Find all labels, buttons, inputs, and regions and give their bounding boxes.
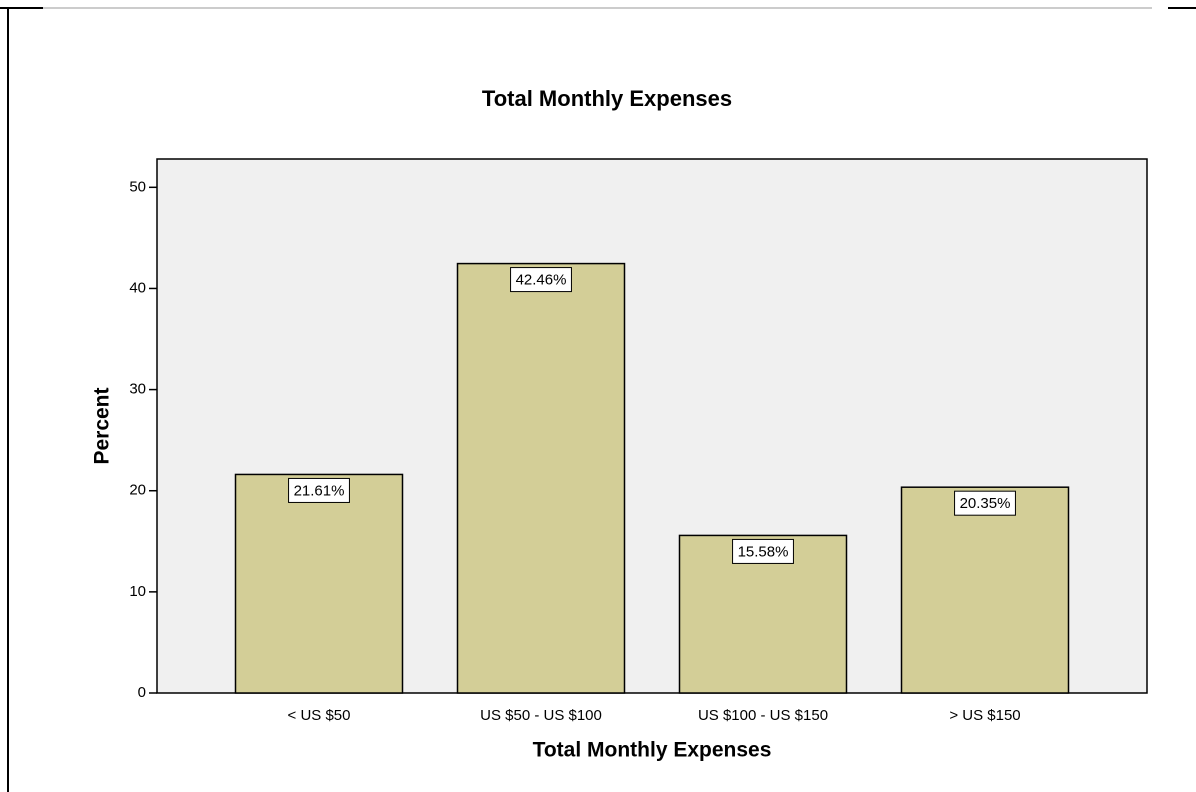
value-label-box	[510, 267, 572, 293]
x-axis-title: Total Monthly Expenses	[533, 739, 772, 762]
x-tick-label: < US $50	[288, 707, 351, 724]
value-label: 15.58%	[738, 543, 789, 560]
y-tick-label: 20	[129, 482, 146, 499]
value-label: 21.61%	[294, 482, 345, 499]
x-tick-label: > US $150	[949, 707, 1020, 724]
value-label: 20.35%	[960, 495, 1011, 512]
value-label-box	[954, 490, 1016, 516]
x-tick-label: US $100 - US $150	[698, 707, 828, 724]
value-label-box	[288, 477, 350, 503]
y-tick-label: 40	[129, 279, 146, 296]
bar	[900, 486, 1070, 694]
value-label: 42.46%	[516, 272, 567, 289]
y-tick-label: 0	[138, 684, 146, 701]
y-tick-label: 30	[129, 381, 146, 398]
y-axis-title: Percent	[91, 387, 114, 464]
y-tick-label: 50	[129, 178, 146, 195]
chart-title: Total Monthly Expenses	[482, 86, 732, 111]
x-tick-label: US $50 - US $100	[480, 707, 602, 724]
value-label-box	[732, 538, 794, 564]
bar	[234, 473, 404, 694]
bar	[456, 262, 626, 694]
y-tick-label: 10	[129, 583, 146, 600]
